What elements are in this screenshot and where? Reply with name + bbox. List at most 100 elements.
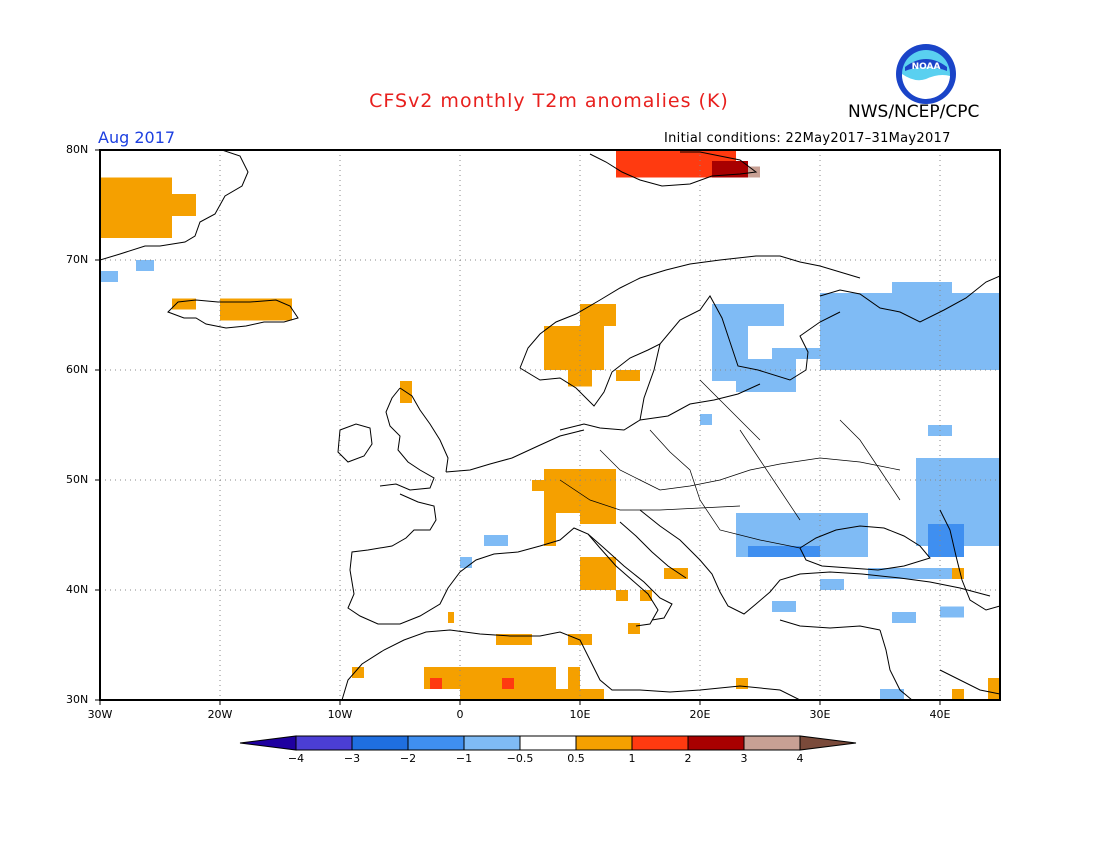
coastlines [100,150,1000,700]
colorbar-segment [351,735,409,751]
coastline-caspian [939,509,1000,611]
y-tick-label: 70N [66,253,89,266]
coastline-baltic [559,343,761,431]
colorbar-segment [575,735,633,751]
anomaly-cell [532,480,544,491]
coastline-w-europe [347,429,659,627]
colorbar-label: 4 [796,752,804,765]
anomaly-cell [868,568,964,579]
anomaly-cell [100,271,118,282]
anomaly-cell [736,359,796,392]
colorbar-label: 1 [628,752,636,765]
anomaly-cell [580,557,616,590]
anomaly-cell [940,606,964,618]
colorbar-segment [295,735,353,751]
noaa-logo: NOAA [896,44,956,104]
anomaly-cell [220,298,292,321]
colorbar-label: 3 [740,752,748,765]
anomaly-cell [448,612,454,623]
anomaly-cell [496,634,532,645]
colorbar-label: 2 [684,752,692,765]
colorbar-label: −2 [399,752,417,765]
colorbar-segment [519,735,577,751]
anomaly-cell [664,568,676,579]
colorbar-label: −1 [455,752,473,765]
colorbar-label: −0.5 [506,752,534,765]
anomaly-cell [820,579,844,590]
y-tick-label: 80N [66,143,89,156]
anomaly-cells [100,150,1000,700]
x-axis-ticks [99,700,941,705]
anomaly-cell [952,568,964,579]
y-tick-label: 60N [66,363,89,376]
anomaly-cell [460,689,592,700]
x-tick-label: 20W [207,708,233,721]
coastline-north-russia [819,275,1000,323]
anomaly-cell [616,370,640,381]
y-tick-label: 50N [66,473,89,486]
x-tick-label: 10E [569,708,591,721]
colorbar-segment [687,735,745,751]
target-month-label: Aug 2017 [98,128,176,147]
anomaly-cell [352,667,364,678]
initial-conditions-label: Initial conditions: 22May2017–31May2017 [664,131,951,146]
colorbar-segment [631,735,689,751]
colorbar [239,735,857,751]
anomaly-cell [928,524,964,557]
anomaly-cell [580,304,616,326]
colorbar-label: −4 [287,752,305,765]
anomaly-cell [592,689,604,700]
anomaly-cell [484,535,508,546]
coastline-n-africa [341,629,801,700]
coastline-greenland [100,150,249,261]
anomaly-cell [820,293,1000,370]
colorbar-segment [743,735,801,751]
anomaly-cell [880,689,904,700]
chart-title: CFSv2 monthly T2m anomalies (K) [369,90,729,112]
anomaly-cell [172,298,196,310]
x-tick-label: 20E [689,708,711,721]
colorbar-label: 0.5 [567,752,585,765]
x-tick-label: 30E [809,708,831,721]
anomaly-cell [700,414,712,425]
coastline-italy [587,521,687,621]
anomaly-cell [568,370,592,387]
colorbar-segment [463,735,521,751]
anomaly-cell [772,601,796,612]
anomaly-cell [544,513,556,546]
colorbar-label: −3 [343,752,361,765]
anomaly-cell [544,326,604,370]
anomaly-cell [160,194,196,216]
anomaly-cell [430,678,442,689]
anomaly-cell [892,282,952,304]
anomaly-cell [748,304,784,326]
y-axis-ticks [95,149,100,701]
anomaly-cell [988,678,1000,700]
anomaly-cell [952,689,964,700]
x-tick-label: 30W [87,708,113,721]
x-tick-label: 0 [456,708,464,721]
coastline-scandinavia [519,255,861,407]
y-tick-label: 40N [66,583,89,596]
coastline-iceland [167,299,299,329]
x-tick-label: 10W [327,708,353,721]
anomaly-cell [568,667,580,689]
logo-text: NOAA [912,62,941,72]
anomaly-cell [580,491,616,524]
x-tick-label: 40E [929,708,951,721]
coastline-svalbard [589,151,758,187]
anomaly-cell [616,590,628,601]
anomaly-cell [772,348,820,359]
anomaly-cell [640,590,652,601]
colorbar-arrow-low [239,735,297,751]
coastline-levant [879,629,1000,700]
colorbar-segment [407,735,465,751]
anomaly-cell [748,546,820,557]
anomaly-cell [460,557,472,568]
coastline-britain [379,387,449,491]
anomaly-cell [892,612,916,623]
coastline-black-sea [799,525,931,571]
anomaly-cell [628,623,640,634]
agency-label: NWS/NCEP/CPC [848,102,980,122]
anomaly-cell [736,678,748,689]
